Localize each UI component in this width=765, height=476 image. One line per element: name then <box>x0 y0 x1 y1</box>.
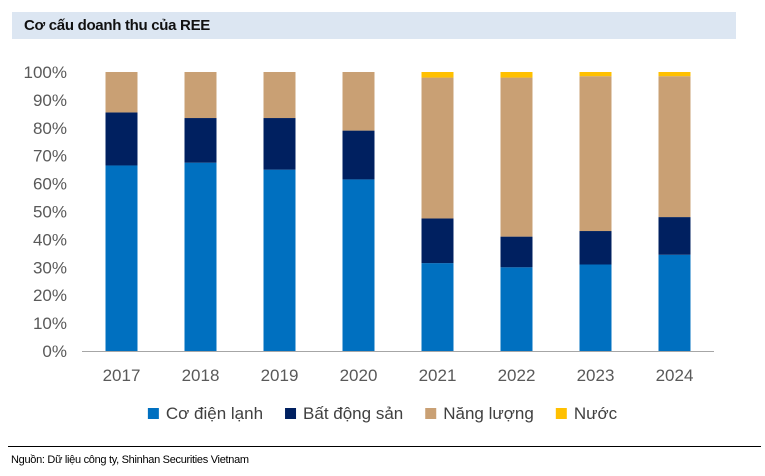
legend-swatch <box>425 408 437 419</box>
legend-item-series-2: Năng lượng <box>425 404 534 423</box>
bar-segment-2022-series-1 <box>500 236 533 268</box>
source-divider <box>8 446 761 447</box>
stacked-bar-chart: 0%10%20%30%40%50%60%70%80%90%100% 2017 20… <box>24 63 714 423</box>
y-tick-label: 30% <box>33 258 67 277</box>
bar-stack-2023 <box>579 72 612 351</box>
y-tick-label: 20% <box>33 286 67 305</box>
y-tick-label: 70% <box>33 147 67 166</box>
y-tick-label: 0% <box>42 342 67 361</box>
x-tick-label: 2017 <box>103 366 141 385</box>
legend-label: Bất động sản <box>303 404 403 423</box>
bar-segment-2023-series-0 <box>579 264 612 351</box>
source-note: Nguồn: Dữ liệu công ty, Shinhan Securiti… <box>11 454 249 466</box>
bar-stacks <box>105 72 691 351</box>
bar-segment-2017-series-0 <box>105 165 138 351</box>
x-tick-label: 2020 <box>340 366 378 385</box>
bar-stack-2020 <box>342 72 375 351</box>
legend-item-series-1: Bất động sản <box>285 404 403 423</box>
x-tick-label: 2018 <box>182 366 220 385</box>
bar-segment-2021-series-3 <box>421 72 454 78</box>
bar-segment-2019-series-1 <box>263 118 296 170</box>
y-tick-label: 80% <box>33 119 67 138</box>
y-tick-label: 50% <box>33 203 67 222</box>
bar-segment-2017-series-1 <box>105 112 138 166</box>
bar-segment-2019-series-2 <box>263 72 296 119</box>
bar-stack-2024 <box>658 72 691 351</box>
legend-item-series-3: Nước <box>555 404 618 423</box>
chart-title: Cơ cấu doanh thu của REE <box>12 12 736 39</box>
bar-segment-2023-series-3 <box>579 72 612 77</box>
y-tick-label: 40% <box>33 230 67 249</box>
bar-segment-2021-series-2 <box>421 77 454 219</box>
y-tick-label: 100% <box>24 63 67 82</box>
bar-stack-2018 <box>184 72 217 351</box>
legend: Cơ điện lạnh Bất động sản Năng lượng Nước <box>147 404 618 423</box>
y-axis: 0% 10% 20% 30% 40% 50% 60% 70% 80% 90% 100% <box>24 63 67 361</box>
legend-label: Nước <box>574 404 618 423</box>
x-tick-label: 2022 <box>498 366 536 385</box>
bar-segment-2018-series-1 <box>184 118 217 163</box>
bar-stack-2021 <box>421 72 454 351</box>
bar-segment-2020-series-2 <box>342 72 375 131</box>
y-tick-label: 90% <box>33 91 67 110</box>
legend-swatch <box>555 408 567 419</box>
bar-segment-2018-series-2 <box>184 72 217 119</box>
bar-segment-2024-series-0 <box>658 254 691 351</box>
bar-stack-2017 <box>105 72 138 351</box>
bar-segment-2020-series-1 <box>342 130 375 180</box>
y-tick-label: 10% <box>33 314 67 333</box>
bar-stack-2022 <box>500 72 533 351</box>
bar-stack-2019 <box>263 72 296 351</box>
bar-segment-2021-series-0 <box>421 263 454 351</box>
bar-segment-2020-series-0 <box>342 179 375 351</box>
legend-swatch <box>285 408 297 419</box>
bar-segment-2017-series-2 <box>105 72 138 113</box>
x-tick-label: 2024 <box>656 366 694 385</box>
bar-segment-2023-series-1 <box>579 231 612 265</box>
bar-segment-2023-series-2 <box>579 76 612 232</box>
bar-segment-2021-series-1 <box>421 218 454 264</box>
bar-segment-2018-series-0 <box>184 162 217 351</box>
x-tick-label: 2019 <box>261 366 299 385</box>
y-tick-label: 60% <box>33 175 67 194</box>
bar-segment-2022-series-3 <box>500 72 533 78</box>
legend-item-series-0: Cơ điện lạnh <box>147 404 263 423</box>
x-tick-label: 2023 <box>577 366 615 385</box>
x-axis: 2017 2018 2019 2020 2021 2022 2023 2024 <box>103 366 694 385</box>
bar-segment-2022-series-0 <box>500 267 533 351</box>
bar-segment-2022-series-2 <box>500 77 533 237</box>
legend-label: Cơ điện lạnh <box>166 404 263 423</box>
bar-segment-2024-series-1 <box>658 217 691 255</box>
x-tick-label: 2021 <box>419 366 457 385</box>
bar-segment-2024-series-3 <box>658 72 691 77</box>
legend-swatch <box>147 408 159 419</box>
bar-segment-2024-series-2 <box>658 76 691 218</box>
legend-label: Năng lượng <box>443 404 534 423</box>
bar-segment-2019-series-0 <box>263 169 296 351</box>
